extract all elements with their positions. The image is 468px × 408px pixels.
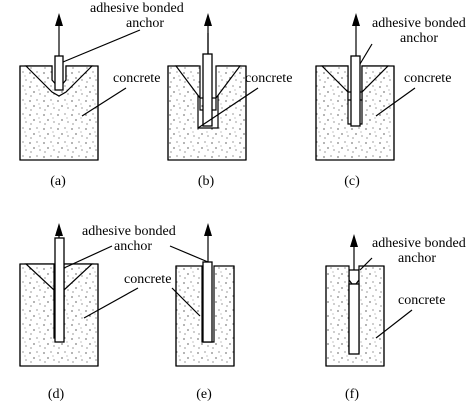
pull-arrow-icon: [55, 223, 63, 236]
label-anchor: anchor: [400, 31, 438, 46]
caption-f: (f): [345, 387, 359, 402]
pull-arrow-icon: [55, 13, 63, 26]
label-concrete: concrete: [245, 71, 292, 86]
leader-anchor-e: [169, 245, 209, 263]
caption-b: (b): [198, 174, 215, 189]
label-adhesive-bonded: adhesive bonded: [82, 224, 176, 239]
breakout-cone-a: [24, 65, 94, 97]
caption-a: (a): [50, 174, 66, 189]
label-anchor: anchor: [398, 251, 436, 266]
anchor-rod-e: [202, 261, 213, 343]
caption-d: (d): [48, 387, 65, 402]
pull-arrow-icon: [352, 13, 360, 26]
anchor-rod-c: [350, 55, 361, 127]
leader-concrete-e: [171, 287, 201, 317]
leader-anchor-c: [359, 43, 373, 65]
pull-arrow-icon: [350, 234, 358, 247]
label-adhesive-bonded: adhesive bonded: [372, 16, 466, 31]
label-concrete: concrete: [113, 71, 160, 86]
leader-anchor-f: [359, 257, 373, 271]
leader-concrete-b: [197, 87, 259, 129]
panel-f: adhesive bonded anchor concrete (f): [325, 234, 466, 402]
leader-concrete-c: [375, 87, 416, 117]
caption-e: (e): [196, 387, 212, 402]
label-concrete: concrete: [398, 293, 445, 308]
label-adhesive-bonded: adhesive bonded: [90, 1, 184, 16]
anchor-nut-f: [348, 269, 360, 285]
anchor-rod-d: [54, 237, 65, 343]
anchor-rod-b: [202, 53, 213, 127]
caption-c: (c): [344, 174, 360, 189]
panel-a: adhesive bonded anchor concrete (a): [19, 1, 184, 189]
label-adhesive-bonded: adhesive bonded: [372, 236, 466, 251]
anchor-rod-f: [348, 283, 360, 355]
leader-anchor-a: [62, 29, 141, 63]
pull-arrow-icon: [204, 13, 212, 26]
label-anchor: anchor: [114, 239, 152, 254]
leader-anchor-d: [63, 245, 113, 269]
leader-concrete-d: [83, 287, 139, 319]
leader-concrete-f: [375, 309, 413, 339]
concrete-block-e: [175, 265, 235, 367]
panel-e: (e): [169, 223, 235, 402]
panel-c: adhesive bonded anchor concrete (c): [315, 13, 466, 189]
pull-arrow-icon: [204, 223, 212, 236]
label-concrete: concrete: [124, 272, 171, 287]
panel-d: adhesive bonded anchor concrete (d): [19, 223, 176, 402]
panel-b: concrete (b): [167, 13, 292, 189]
label-concrete: concrete: [404, 71, 451, 86]
label-anchor: anchor: [126, 16, 164, 31]
leader-concrete-a: [81, 87, 127, 117]
anchor-rod-a: [54, 55, 64, 91]
